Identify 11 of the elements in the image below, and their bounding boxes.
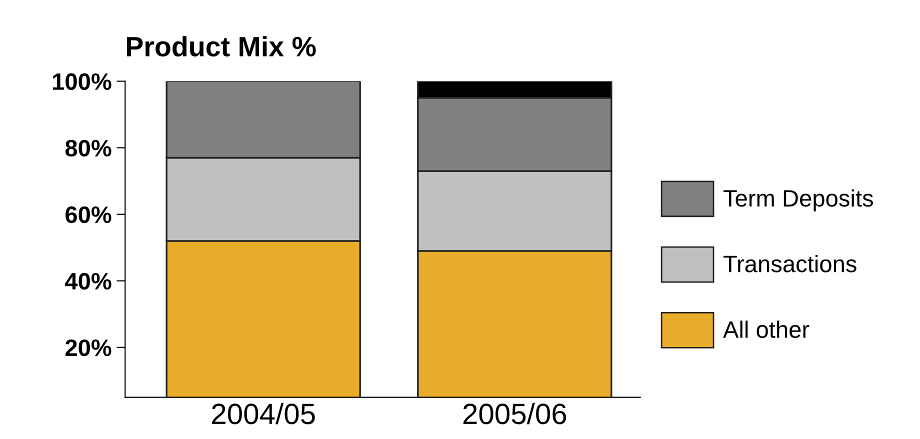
chart-title: Product Mix %: [126, 36, 316, 56]
y-tick-label: 40%: [65, 272, 112, 290]
legend-label: Transactions: [723, 254, 856, 272]
y-tick-label: 80%: [65, 140, 112, 157]
y-tick-label: 60%: [66, 206, 112, 224]
legend-label: Term Deposits: [723, 189, 873, 212]
x-tick-label: 2005/06: [463, 402, 566, 424]
legend-label: All other: [723, 320, 810, 338]
y-tick-label: 100%: [53, 73, 112, 90]
x-tick-label: 2004/05: [212, 402, 315, 424]
y-tick-label: 20%: [65, 339, 112, 356]
